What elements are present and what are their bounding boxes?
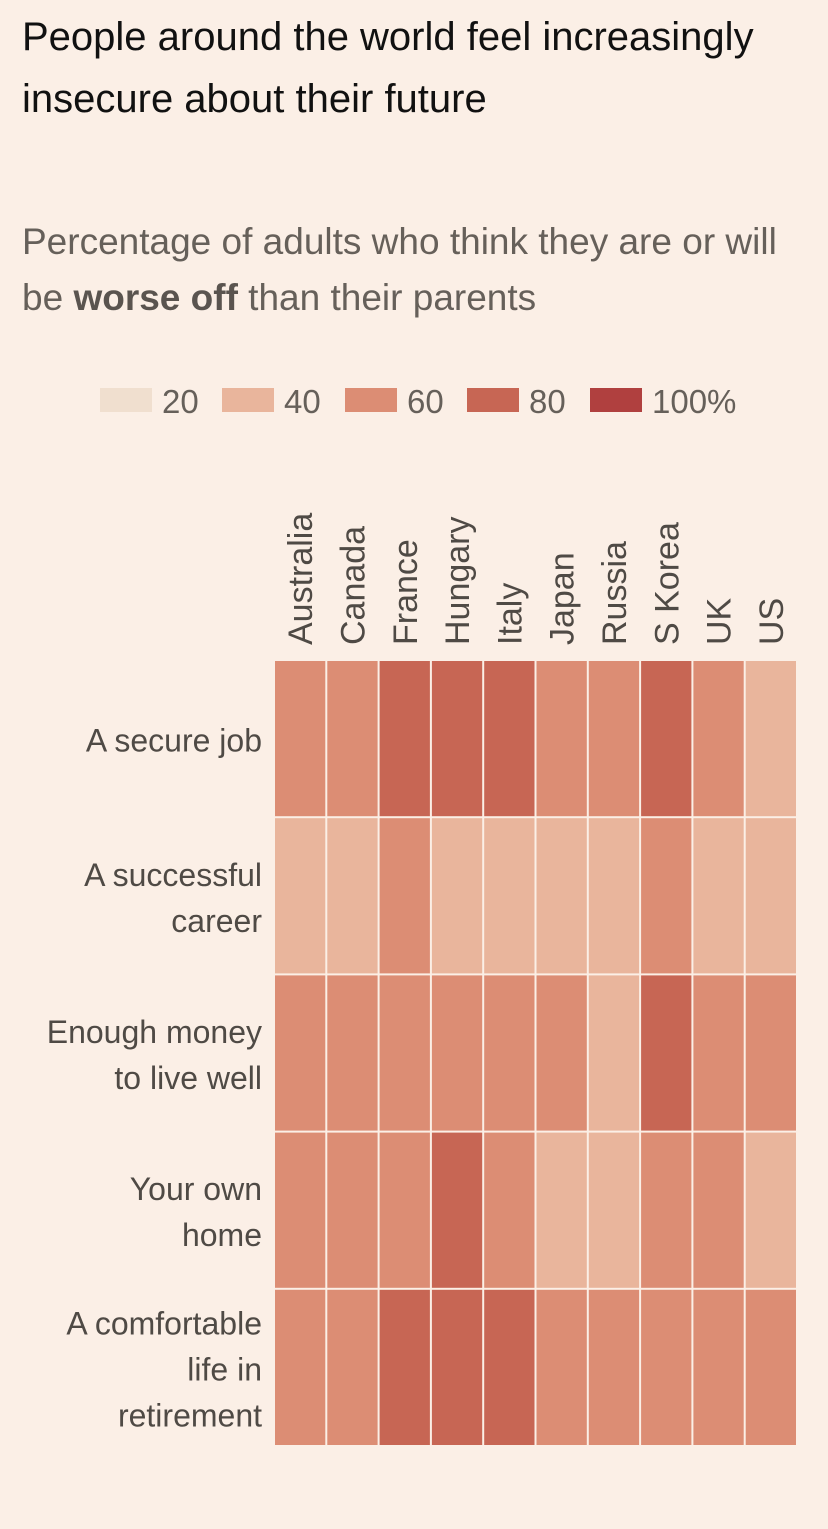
- row-label: A secure job: [86, 723, 262, 759]
- heatmap-cell: [536, 1289, 587, 1445]
- heatmap-cell: [484, 1132, 535, 1288]
- row-label: to live well: [114, 1060, 262, 1096]
- heatmap-cell: [275, 661, 326, 817]
- heatmap-cell: [536, 975, 587, 1131]
- subtitle-suffix: than their parents: [237, 277, 537, 318]
- heatmap-cell: [536, 1132, 587, 1288]
- heatmap-cell: [588, 1132, 640, 1288]
- legend-swatch: [467, 388, 519, 412]
- heatmap-cell: [693, 1132, 744, 1288]
- heatmap-cell: [641, 975, 692, 1131]
- legend-swatch: [345, 388, 397, 412]
- column-label: Italy: [491, 583, 529, 645]
- heatmap-cell: [641, 661, 692, 817]
- heatmap-cell: [693, 1289, 744, 1445]
- chart-subtitle: Percentage of adults who think they are …: [22, 214, 802, 326]
- row-label: life in: [187, 1351, 262, 1387]
- row-label: Your own: [130, 1171, 262, 1207]
- heatmap-cell: [588, 975, 640, 1131]
- heatmap-cell: [431, 975, 483, 1131]
- heatmap-cell: [745, 1289, 796, 1445]
- legend-label: 80: [529, 383, 566, 420]
- heatmap-cell: [536, 818, 587, 974]
- heatmap-cell: [641, 1132, 692, 1288]
- heatmap-cell: [745, 661, 796, 817]
- row-label: retirement: [118, 1397, 262, 1433]
- column-label: Japan: [544, 552, 582, 645]
- column-label: S Korea: [648, 522, 686, 645]
- column-label: Russia: [596, 541, 634, 645]
- heatmap-cell: [275, 818, 326, 974]
- subtitle-prefix: Percentage of adults who think they are …: [22, 221, 777, 318]
- legend-label: 60: [407, 383, 444, 420]
- heatmap-cell: [431, 661, 483, 817]
- heatmap-cell: [379, 818, 430, 974]
- legend-label: 20: [162, 383, 199, 420]
- legend-swatch: [590, 388, 642, 412]
- heatmap-cell: [588, 1289, 640, 1445]
- heatmap-cell: [275, 1132, 326, 1288]
- heatmap-cell: [484, 661, 535, 817]
- heatmap-cell: [693, 975, 744, 1131]
- column-label: France: [387, 539, 425, 645]
- column-label: Hungary: [439, 516, 477, 645]
- heatmap-cell: [641, 1289, 692, 1445]
- heatmap-cell: [484, 818, 535, 974]
- heatmap-cell: [641, 818, 692, 974]
- heatmap-cell: [275, 1289, 326, 1445]
- row-label: home: [182, 1217, 262, 1253]
- row-label: Enough money: [47, 1014, 262, 1050]
- chart-title: People around the world feel increasingl…: [22, 15, 754, 121]
- heatmap-cell: [379, 1289, 430, 1445]
- column-label: UK: [701, 597, 739, 645]
- heatmap-cell: [745, 818, 796, 974]
- heatmap-cell: [327, 661, 378, 817]
- heatmap-cell: [327, 975, 378, 1131]
- column-label: US: [753, 598, 791, 645]
- heatmap-cell: [588, 818, 640, 974]
- heatmap-cell: [431, 1132, 483, 1288]
- heatmap-cell: [745, 975, 796, 1131]
- subtitle-emphasis: worse off: [73, 277, 238, 318]
- heatmap-cell: [379, 1132, 430, 1288]
- heatmap-cell: [431, 1289, 483, 1445]
- row-label: A comfortable: [66, 1305, 262, 1341]
- heatmap-cell: [693, 818, 744, 974]
- heatmap-cell: [484, 1289, 535, 1445]
- heatmap-cell: [431, 818, 483, 974]
- heatmap-cell: [327, 1289, 378, 1445]
- legend-swatch: [222, 388, 274, 412]
- legend-label: 100%: [652, 383, 736, 420]
- heatmap-cell: [379, 975, 430, 1131]
- heatmap-cell: [536, 661, 587, 817]
- heatmap-cell: [484, 975, 535, 1131]
- legend-label: 40: [284, 383, 321, 420]
- heatmap-cell: [745, 1132, 796, 1288]
- column-label: Australia: [282, 513, 320, 645]
- heatmap-cell: [327, 1132, 378, 1288]
- heatmap-cell: [588, 661, 640, 817]
- heatmap-cell: [327, 818, 378, 974]
- row-label: career: [171, 903, 262, 939]
- heatmap-cell: [379, 661, 430, 817]
- legend-swatch: [100, 388, 152, 412]
- column-label: Canada: [334, 526, 372, 645]
- heatmap-cell: [693, 661, 744, 817]
- row-label: A successful: [84, 857, 262, 893]
- heatmap-cell: [275, 975, 326, 1131]
